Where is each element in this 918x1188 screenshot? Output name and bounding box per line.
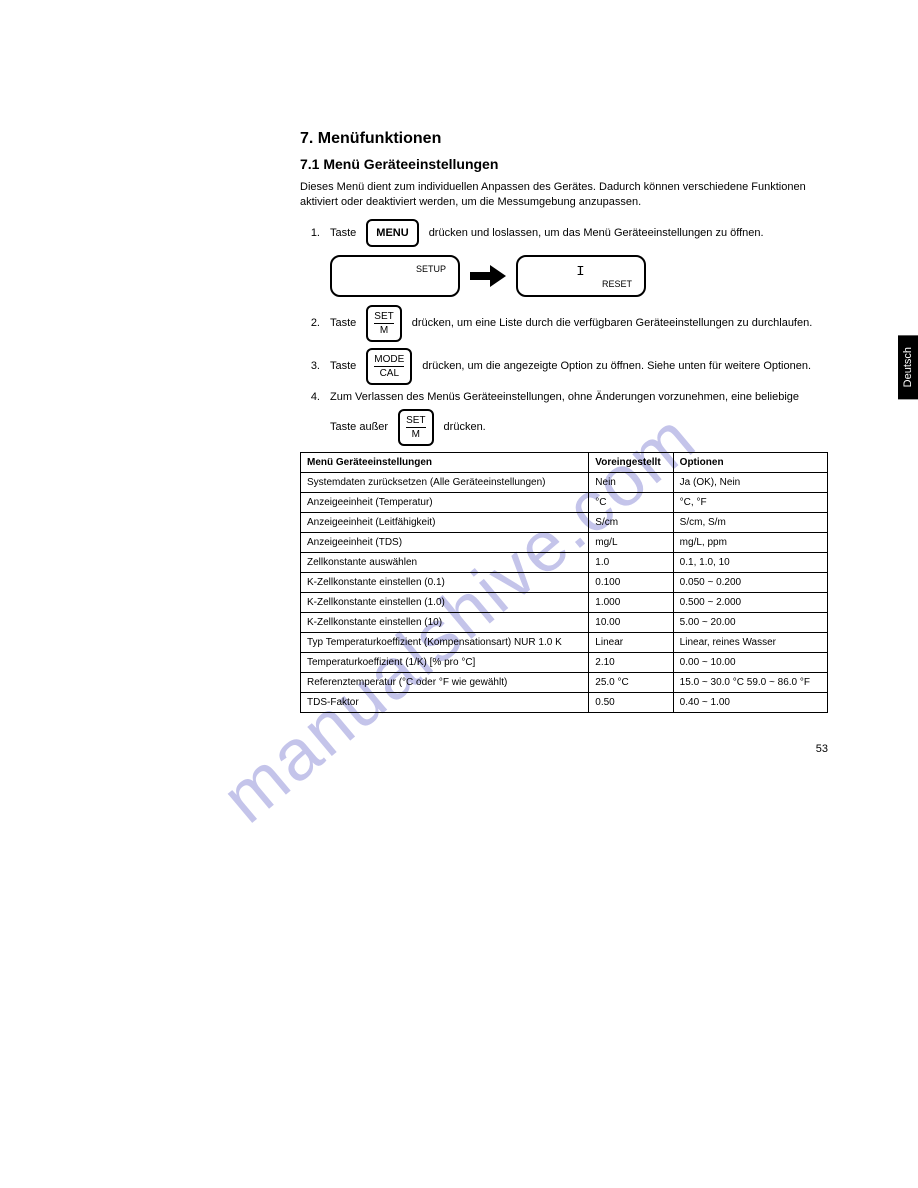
table-cell: 15.0 ~ 30.0 °C 59.0 ~ 86.0 °F bbox=[673, 672, 827, 692]
intro-paragraph: Dieses Menü dient zum individuellen Anpa… bbox=[300, 180, 828, 211]
subsection-heading: 7.1 Menü Geräteeinstellungen bbox=[300, 156, 828, 172]
table-body: Systemdaten zurücksetzen (Alle Geräteein… bbox=[301, 472, 828, 712]
section-heading: 7. Menüfunktionen bbox=[300, 130, 828, 148]
table-cell: S/cm bbox=[589, 512, 673, 532]
table-row: Anzeigeeinheit (Leitfähigkeit)S/cmS/cm, … bbox=[301, 512, 828, 532]
table-cell: Temperaturkoeffizient (1/K) [% pro °C] bbox=[301, 652, 589, 672]
table-cell: S/cm, S/m bbox=[673, 512, 827, 532]
table-row: Systemdaten zurücksetzen (Alle Geräteein… bbox=[301, 472, 828, 492]
table-cell: 25.0 °C bbox=[589, 672, 673, 692]
lcd-display-before: SETUP bbox=[330, 255, 460, 297]
button-top-label: SET bbox=[406, 415, 425, 428]
table-cell: Typ Temperaturkoeffizient (Kompensations… bbox=[301, 632, 589, 652]
menu-button-icon: MENU bbox=[366, 219, 418, 247]
table-cell: mg/L bbox=[589, 532, 673, 552]
section-title: Menüfunktionen bbox=[318, 130, 442, 147]
set-m-button-icon: SET M bbox=[366, 305, 401, 342]
arrow-icon bbox=[470, 265, 506, 287]
table-cell: 0.1, 1.0, 10 bbox=[673, 552, 827, 572]
settings-table: Menü Geräteeinstellungen Voreingestellt … bbox=[300, 452, 828, 713]
subsection-title: Menü Geräteeinstellungen bbox=[323, 156, 498, 172]
table-cell: 0.40 ~ 1.00 bbox=[673, 692, 827, 712]
table-cell: mg/L, ppm bbox=[673, 532, 827, 552]
table-cell: Nein bbox=[589, 472, 673, 492]
step-number: 1. bbox=[300, 227, 320, 239]
table-row: K-Zellkonstante einstellen (10)10.005.00… bbox=[301, 612, 828, 632]
step-4-cont: Taste außer SET M drücken. bbox=[330, 409, 828, 446]
table-cell: Anzeigeeinheit (Temperatur) bbox=[301, 492, 589, 512]
table-row: Anzeigeeinheit (Temperatur)°C°C, °F bbox=[301, 492, 828, 512]
table-cell: 1.000 bbox=[589, 592, 673, 612]
table-cell: 10.00 bbox=[589, 612, 673, 632]
table-cell: TDS-Faktor bbox=[301, 692, 589, 712]
step-text: drücken, um die angezeigte Option zu öff… bbox=[422, 360, 811, 372]
button-bottom-label: M bbox=[406, 429, 425, 440]
step-text: Taste bbox=[330, 227, 356, 239]
table-cell: 0.050 ~ 0.200 bbox=[673, 572, 827, 592]
step-3: 3. Taste MODE CAL drücken, um die angeze… bbox=[300, 348, 828, 385]
table-row: K-Zellkonstante einstellen (1.0)1.0000.5… bbox=[301, 592, 828, 612]
step-number: 2. bbox=[300, 317, 320, 329]
table-cell: 0.100 bbox=[589, 572, 673, 592]
lcd-sub-text: SETUP bbox=[344, 265, 446, 275]
mode-cal-button-icon: MODE CAL bbox=[366, 348, 412, 385]
table-row: Referenztemperatur (°C oder °F wie gewäh… bbox=[301, 672, 828, 692]
table-row: Typ Temperaturkoeffizient (Kompensations… bbox=[301, 632, 828, 652]
table-row: K-Zellkonstante einstellen (0.1)0.1000.0… bbox=[301, 572, 828, 592]
table-cell: K-Zellkonstante einstellen (1.0) bbox=[301, 592, 589, 612]
step-number: 3. bbox=[300, 360, 320, 372]
table-row: Zellkonstante auswählen1.00.1, 1.0, 10 bbox=[301, 552, 828, 572]
table-header: Voreingestellt bbox=[589, 452, 673, 472]
table-cell: Anzeigeeinheit (Leitfähigkeit) bbox=[301, 512, 589, 532]
table-cell: Linear bbox=[589, 632, 673, 652]
step-text: Taste bbox=[330, 317, 356, 329]
table-row: TDS-Faktor0.500.40 ~ 1.00 bbox=[301, 692, 828, 712]
lcd-sub-text: RESET bbox=[530, 280, 632, 290]
page-number: 53 bbox=[300, 743, 828, 755]
table-header: Menü Geräteeinstellungen bbox=[301, 452, 589, 472]
step-1: 1. Taste MENU drücken und loslassen, um … bbox=[300, 219, 828, 247]
lcd-display-after: I RESET bbox=[516, 255, 646, 297]
table-cell: K-Zellkonstante einstellen (0.1) bbox=[301, 572, 589, 592]
table-cell: Ja (OK), Nein bbox=[673, 472, 827, 492]
button-bottom-label: M bbox=[374, 325, 393, 336]
subsection-number: 7.1 bbox=[300, 156, 319, 172]
display-transition: SETUP I RESET bbox=[330, 255, 828, 297]
page-content: 7. Menüfunktionen 7.1 Menü Geräteeinstel… bbox=[0, 0, 918, 795]
step-text: drücken, um eine Liste durch die verfügb… bbox=[412, 317, 813, 329]
button-top-label: MODE bbox=[374, 354, 404, 367]
lcd-main-text: I bbox=[530, 265, 632, 280]
table-row: Temperaturkoeffizient (1/K) [% pro °C]2.… bbox=[301, 652, 828, 672]
table-cell: 5.00 ~ 20.00 bbox=[673, 612, 827, 632]
button-top-label: SET bbox=[374, 311, 393, 324]
table-row: Anzeigeeinheit (TDS)mg/Lmg/L, ppm bbox=[301, 532, 828, 552]
table-cell: Linear, reines Wasser bbox=[673, 632, 827, 652]
table-cell: Anzeigeeinheit (TDS) bbox=[301, 532, 589, 552]
table-cell: 0.00 ~ 10.00 bbox=[673, 652, 827, 672]
step-text: Taste außer bbox=[330, 421, 388, 433]
step-text: drücken und loslassen, um das Menü Gerät… bbox=[429, 227, 764, 239]
table-cell: 2.10 bbox=[589, 652, 673, 672]
section-number: 7. bbox=[300, 130, 313, 147]
table-cell: Zellkonstante auswählen bbox=[301, 552, 589, 572]
step-text: drücken. bbox=[444, 421, 486, 433]
table-cell: 0.500 ~ 2.000 bbox=[673, 592, 827, 612]
table-cell: °C bbox=[589, 492, 673, 512]
step-text: Taste bbox=[330, 360, 356, 372]
table-cell: 0.50 bbox=[589, 692, 673, 712]
table-cell: K-Zellkonstante einstellen (10) bbox=[301, 612, 589, 632]
step-4: 4. Zum Verlassen des Menüs Geräteeinstel… bbox=[300, 391, 828, 403]
table-cell: °C, °F bbox=[673, 492, 827, 512]
table-cell: 1.0 bbox=[589, 552, 673, 572]
table-header-row: Menü Geräteeinstellungen Voreingestellt … bbox=[301, 452, 828, 472]
step-number: 4. bbox=[300, 391, 320, 403]
table-header: Optionen bbox=[673, 452, 827, 472]
set-m-button-icon: SET M bbox=[398, 409, 433, 446]
table-cell: Referenztemperatur (°C oder °F wie gewäh… bbox=[301, 672, 589, 692]
table-cell: Systemdaten zurücksetzen (Alle Geräteein… bbox=[301, 472, 589, 492]
button-bottom-label: CAL bbox=[374, 368, 404, 379]
step-text: Zum Verlassen des Menüs Geräteeinstellun… bbox=[330, 391, 799, 403]
step-2: 2. Taste SET M drücken, um eine Liste du… bbox=[300, 305, 828, 342]
